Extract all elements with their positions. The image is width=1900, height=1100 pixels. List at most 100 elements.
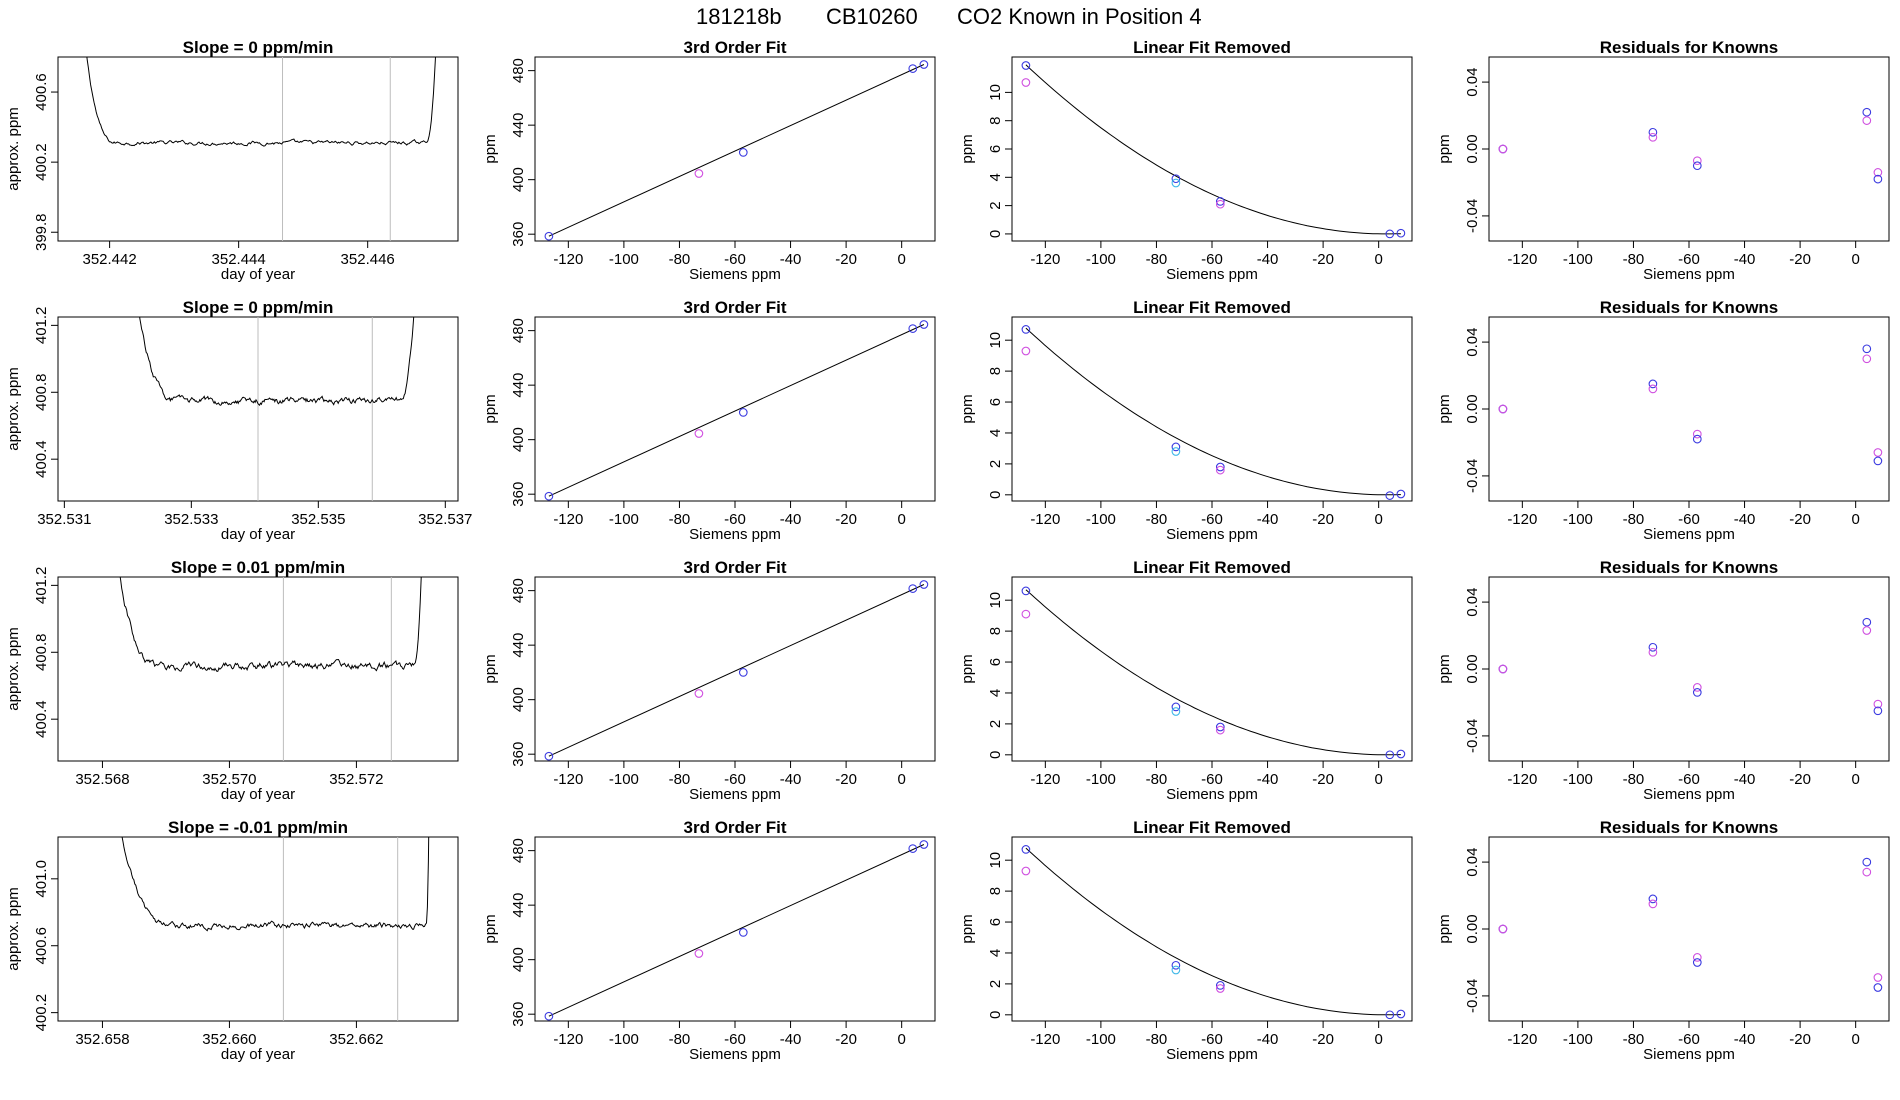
plot-frame (1011, 316, 1413, 502)
data-point (1873, 699, 1883, 709)
data-point (1498, 144, 1508, 154)
panel-r1-linear_removed: Linear Fit Removed -120 -100 -80 -60 -40 -20 0 0… (959, 38, 1413, 283)
y-axis-label: ppm (482, 914, 499, 943)
data-point (1215, 199, 1225, 209)
data-point (1215, 981, 1225, 990)
data-point (1862, 626, 1872, 635)
data-point (1396, 1009, 1406, 1019)
y-tick-label: 400.8 (33, 633, 50, 671)
data-point (544, 231, 554, 241)
data-point (1396, 489, 1406, 499)
analyzer-trace-line (139, 317, 415, 407)
data-point (1648, 899, 1658, 909)
y-axis-label: ppm (482, 654, 499, 683)
data-point (694, 429, 704, 438)
x-tick-label: -20 (1312, 1031, 1334, 1048)
x-tick-label: -80 (1623, 251, 1645, 268)
data-point (544, 751, 554, 761)
data-point (1021, 61, 1031, 70)
y-axis-label: approx. ppm (5, 367, 22, 450)
panel-title: Slope = 0 ppm/min (183, 38, 334, 57)
y-tick-label: 0.04 (1464, 587, 1481, 616)
plot-area (139, 317, 415, 501)
data-point (1862, 857, 1872, 867)
data-point (1385, 750, 1395, 760)
y-tick-label: 400.8 (33, 373, 50, 411)
x-tick-label: -60 (1678, 251, 1700, 268)
x-tick-label: -40 (1257, 771, 1279, 788)
y-tick-label: 400.4 (33, 440, 50, 478)
x-tick-label: -80 (669, 511, 691, 528)
x-axis-label: Siemens ppm (689, 1046, 781, 1063)
data-point (1215, 465, 1225, 475)
x-tick-label: -20 (835, 251, 857, 268)
x-tick-label: -60 (1201, 251, 1223, 268)
x-tick-label: 352.568 (75, 771, 129, 788)
x-tick-label: -60 (724, 251, 746, 268)
plot-frame (1011, 836, 1413, 1022)
plot-area (121, 837, 430, 1021)
data-point (738, 148, 748, 157)
figure-title-run: 181218b (696, 4, 782, 29)
panel-r4-fit: 3rd Order Fit -120 -100 -80 -60 -40 -20 0 360 400… (482, 818, 936, 1063)
x-tick-label: 0 (897, 771, 905, 788)
y-tick-label: 401.2 (33, 567, 50, 605)
data-point (1648, 384, 1658, 394)
x-tick-label: -60 (1678, 1031, 1700, 1048)
y-tick-label: 400 (510, 167, 527, 192)
y-tick-label: -0.04 (1464, 199, 1481, 233)
x-tick-label: 0 (1374, 771, 1382, 788)
y-tick-label: 6 (987, 918, 1004, 926)
x-axis-label: day of year (221, 1046, 295, 1063)
x-tick-label: 0 (897, 1031, 905, 1048)
panel-title: Linear Fit Removed (1133, 298, 1291, 317)
plot-area (544, 840, 929, 1021)
data-point (694, 689, 704, 698)
data-point (1385, 1010, 1395, 1020)
x-tick-label: 352.570 (202, 771, 256, 788)
plot-area (544, 60, 929, 241)
data-point (1692, 953, 1702, 962)
y-tick-label: 480 (510, 578, 527, 603)
analyzer-trace-line (119, 577, 422, 672)
panel-r4-trace: Slope = -0.01 ppm/min 352.658 352.660 352.6… (5, 818, 459, 1063)
data-point (908, 324, 918, 333)
data-point (908, 64, 918, 73)
plot-frame (1488, 576, 1890, 762)
x-tick-label: 352.662 (329, 1031, 383, 1048)
y-tick-label: 400 (510, 427, 527, 452)
panel-title: 3rd Order Fit (684, 298, 787, 317)
data-point (1498, 404, 1508, 414)
x-tick-label: -20 (1789, 511, 1811, 528)
x-axis-label: Siemens ppm (1166, 266, 1258, 283)
x-tick-label: -40 (1734, 771, 1756, 788)
data-point (1648, 132, 1658, 142)
panel-r2-residuals: Residuals for Knowns -120 -100 -80 -60 -40 -20… (1436, 298, 1890, 543)
x-tick-label: -100 (609, 771, 639, 788)
x-tick-label: -20 (1789, 251, 1811, 268)
data-point (1862, 344, 1872, 354)
x-tick-label: -40 (780, 1031, 802, 1048)
fit-curve (1025, 64, 1401, 235)
y-axis-label: ppm (959, 134, 976, 163)
data-point (1862, 867, 1872, 877)
x-tick-label: -20 (1789, 1031, 1811, 1048)
data-point (1648, 647, 1658, 657)
x-tick-label: -120 (1507, 771, 1537, 788)
data-point (738, 928, 748, 937)
data-point (544, 491, 554, 501)
x-axis-label: Siemens ppm (1643, 786, 1735, 803)
data-point (919, 320, 929, 329)
data-point (1692, 683, 1702, 692)
y-tick-label: 480 (510, 318, 527, 343)
x-tick-label: 352.442 (82, 251, 136, 268)
y-tick-label: 360 (510, 222, 527, 247)
x-axis-label: Siemens ppm (689, 786, 781, 803)
plot-frame (534, 316, 936, 502)
data-point (1692, 958, 1702, 967)
figure-title-cylinder: CB10260 (826, 4, 918, 29)
x-tick-label: -60 (1678, 771, 1700, 788)
x-tick-label: -100 (609, 511, 639, 528)
data-point (1171, 447, 1181, 456)
y-axis-label: approx. ppm (5, 627, 22, 710)
